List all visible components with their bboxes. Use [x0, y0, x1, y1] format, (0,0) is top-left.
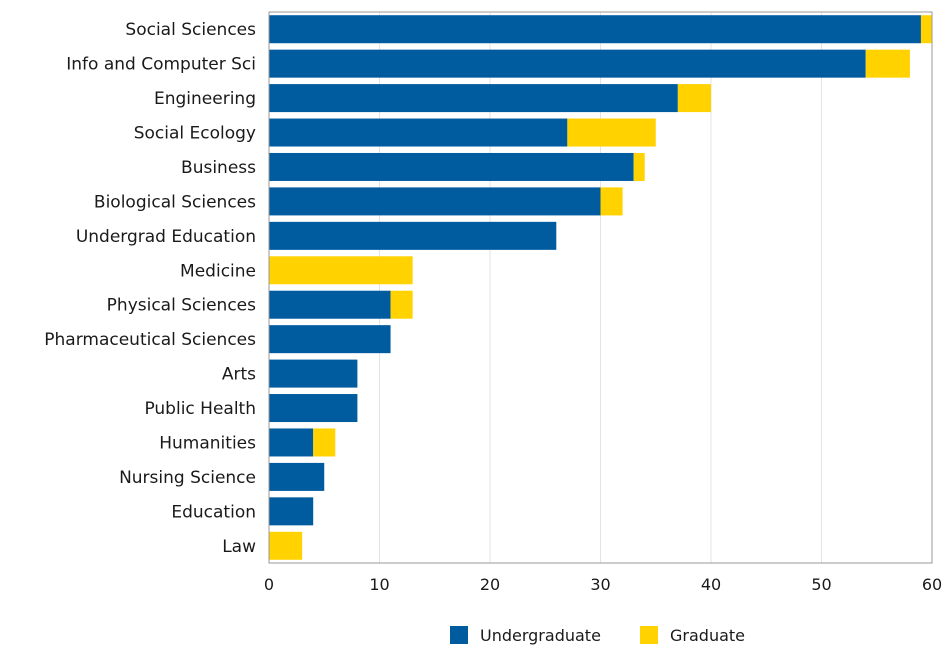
category-label: Biological Sciences — [94, 192, 256, 212]
legend-swatch-undergraduate — [450, 626, 468, 644]
category-label: Medicine — [180, 261, 256, 281]
bar-undergraduate-14 — [269, 497, 314, 526]
category-label: Business — [181, 158, 256, 178]
category-label: Nursing Science — [119, 468, 256, 488]
bar-undergraduate-0 — [269, 15, 921, 44]
bar-undergraduate-10 — [269, 359, 358, 388]
bar-graduate-1 — [865, 49, 910, 78]
bar-undergraduate-12 — [269, 428, 314, 457]
category-label: Public Health — [144, 399, 256, 419]
category-label: Humanities — [159, 433, 256, 453]
bar-graduate-8 — [390, 290, 413, 319]
bar-undergraduate-9 — [269, 325, 391, 354]
bar-graduate-15 — [269, 531, 303, 560]
bar-undergraduate-1 — [269, 49, 866, 78]
legend-label-graduate: Graduate — [670, 626, 745, 645]
bar-graduate-7 — [269, 256, 413, 285]
legend: Undergraduate Graduate — [450, 626, 745, 645]
bar-undergraduate-4 — [269, 152, 634, 181]
bar-graduate-4 — [633, 152, 645, 181]
category-label: Education — [171, 502, 256, 522]
category-label: Arts — [222, 365, 256, 385]
category-labels: Social Sciences Info and Computer Sci Engi… — [44, 20, 256, 557]
bars — [269, 15, 932, 560]
x-tick-label: 30 — [590, 575, 610, 594]
bar-graduate-5 — [600, 187, 623, 216]
bar-undergraduate-11 — [269, 394, 358, 423]
legend-label-undergraduate: Undergraduate — [480, 626, 601, 645]
category-label: Info and Computer Sci — [66, 55, 256, 75]
bar-graduate-0 — [920, 15, 932, 44]
x-tick-label: 50 — [811, 575, 831, 594]
x-axis-ticks: 0 10 20 30 40 50 60 — [264, 575, 942, 594]
x-tick-label: 0 — [264, 575, 274, 594]
category-label: Social Sciences — [125, 20, 256, 40]
bar-undergraduate-6 — [269, 221, 557, 250]
bar-undergraduate-3 — [269, 118, 568, 147]
bar-graduate-3 — [567, 118, 656, 147]
x-tick-label: 40 — [701, 575, 721, 594]
legend-swatch-graduate — [640, 626, 658, 644]
bar-graduate-2 — [677, 84, 711, 113]
category-label: Social Ecology — [134, 124, 256, 144]
plot-frame — [268, 11, 933, 564]
x-tick-label: 10 — [369, 575, 389, 594]
bar-undergraduate-2 — [269, 84, 678, 113]
category-label: Undergrad Education — [76, 227, 256, 247]
category-label: Law — [222, 537, 256, 557]
x-tick-label: 60 — [922, 575, 942, 594]
category-label: Engineering — [154, 89, 256, 109]
bar-undergraduate-13 — [269, 462, 325, 491]
category-label: Physical Sciences — [107, 296, 256, 316]
bar-graduate-12 — [313, 428, 336, 457]
x-tick-label: 20 — [480, 575, 500, 594]
category-label: Pharmaceutical Sciences — [44, 330, 256, 350]
bar-undergraduate-5 — [269, 187, 601, 216]
bar-undergraduate-8 — [269, 290, 391, 319]
